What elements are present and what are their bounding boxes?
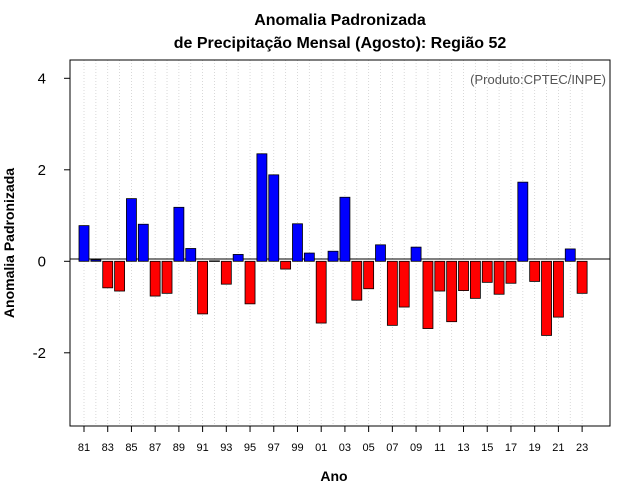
bar-20 — [541, 260, 552, 336]
x-tick-label-95: 95 — [244, 442, 256, 454]
x-tick-label-81: 81 — [78, 442, 90, 454]
x-tick-label-85: 85 — [125, 442, 137, 454]
y-axis: -2 0 2 4 — [33, 70, 70, 362]
x-axis: 81 83 85 87 89 91 93 95 97 99 01 03 05 07 09 11 13 15 17 19… — [78, 426, 588, 454]
bar-10 — [422, 260, 434, 329]
bar-97 — [268, 174, 280, 262]
bar-03 — [339, 196, 351, 262]
bar-06 — [375, 244, 386, 262]
bar-88 — [161, 260, 173, 294]
bar-08 — [398, 260, 410, 308]
bar-93 — [220, 260, 232, 285]
x-tick-label-03: 03 — [339, 442, 351, 454]
x-tick-label-13: 13 — [457, 442, 469, 454]
bar-91 — [197, 260, 209, 315]
bar-94 — [232, 254, 244, 262]
bar-05 — [363, 260, 375, 290]
bar-01 — [315, 260, 327, 324]
bar-21 — [553, 260, 564, 318]
bar-92 — [209, 260, 220, 262]
x-tick-label-09: 09 — [410, 442, 422, 454]
x-tick-label-99: 99 — [291, 442, 303, 454]
x-tick-label-23: 23 — [576, 442, 588, 454]
x-tick-label-15: 15 — [481, 442, 493, 454]
bar-17 — [505, 260, 517, 284]
x-tick-label-21: 21 — [552, 442, 564, 454]
grid — [83, 60, 583, 426]
chart-title: Anomalia Padronizada — [254, 12, 426, 29]
plot-frame — [69, 59, 611, 427]
bar-90 — [185, 248, 197, 262]
bars — [78, 153, 588, 336]
y-tick-label-2: 2 — [38, 162, 46, 179]
bar-07 — [386, 260, 398, 326]
bar-09 — [410, 246, 422, 262]
x-tick-label-97: 97 — [268, 442, 280, 454]
x-tick-label-91: 91 — [196, 442, 208, 454]
bar-19 — [529, 260, 541, 282]
bar-96 — [256, 153, 268, 262]
bar-02 — [327, 250, 339, 262]
bar-87 — [149, 260, 161, 297]
bar-81 — [78, 225, 90, 262]
x-tick-label-11: 11 — [434, 442, 445, 454]
x-tick-label-17: 17 — [505, 442, 517, 454]
x-tick-label-05: 05 — [363, 442, 375, 454]
x-tick-label-93: 93 — [220, 442, 232, 454]
credit-text: (Produto:CPTEC/INPE) — [470, 72, 606, 87]
bar-15 — [481, 260, 493, 283]
bar-22 — [564, 248, 576, 262]
chart-subtitle: de Precipitação Mensal (Agosto): Região … — [174, 35, 507, 52]
bar-99 — [292, 223, 303, 262]
bar-00 — [303, 252, 315, 262]
x-tick-label-89: 89 — [173, 442, 185, 454]
bar-84 — [114, 260, 125, 292]
bar-14 — [469, 260, 481, 299]
bar-86 — [137, 223, 149, 262]
bar-95 — [244, 260, 256, 305]
x-axis-label: Ano — [320, 468, 347, 484]
y-tick-label-0: 0 — [38, 253, 46, 270]
bar-85 — [126, 198, 137, 262]
bar-98 — [280, 260, 292, 270]
y-tick-label-4: 4 — [38, 70, 46, 87]
y-axis-label: Anomalia Padronizada — [1, 168, 17, 318]
bar-18 — [517, 181, 529, 262]
bar-82 — [90, 259, 102, 262]
x-tick-label-83: 83 — [102, 442, 114, 454]
y-tick-label--2: -2 — [33, 345, 46, 362]
bar-04 — [351, 260, 363, 301]
x-tick-label-87: 87 — [149, 442, 161, 454]
bar-89 — [173, 206, 185, 262]
bar-13 — [458, 260, 469, 291]
bar-11 — [434, 260, 446, 292]
bar-23 — [576, 260, 588, 294]
bar-16 — [493, 260, 505, 295]
x-tick-label-01: 01 — [315, 442, 327, 454]
bar-83 — [102, 260, 114, 289]
bar-12 — [446, 260, 458, 323]
x-tick-label-19: 19 — [529, 442, 541, 454]
x-tick-label-07: 07 — [386, 442, 398, 454]
